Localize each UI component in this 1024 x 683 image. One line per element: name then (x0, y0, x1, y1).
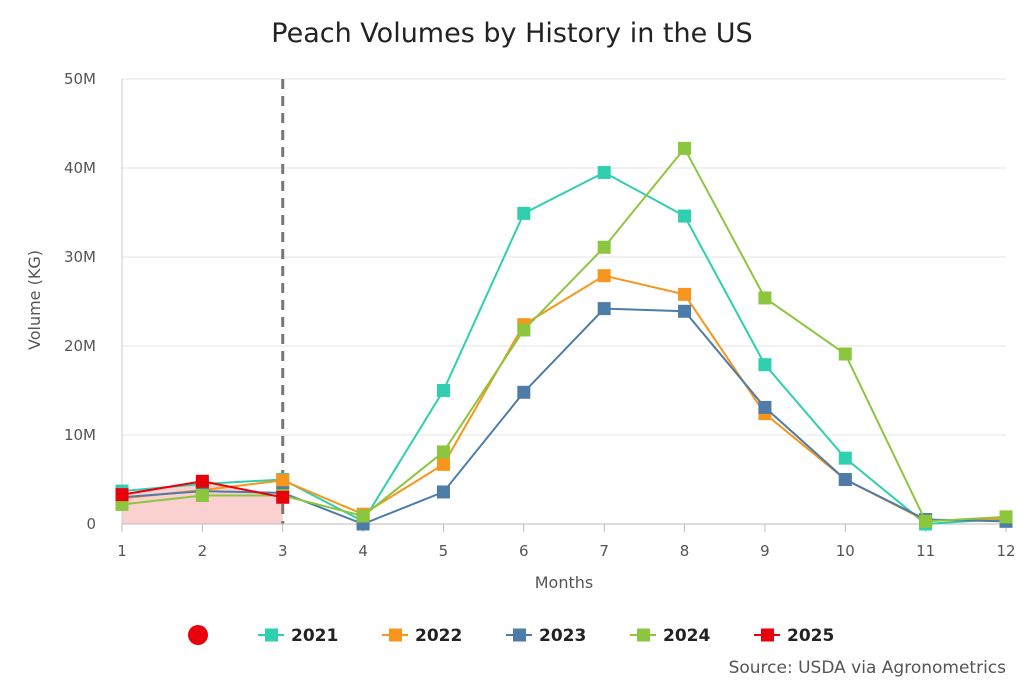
data-point-2024 (115, 497, 129, 511)
series-2024 (115, 141, 1013, 528)
data-point-2024 (919, 514, 933, 528)
series-line-2024 (121, 146, 1007, 523)
legend-marker-2023 (513, 628, 526, 642)
legend-label-2021: 2021 (291, 626, 338, 646)
x-tick-label: 5 (439, 542, 449, 560)
series-lines (115, 141, 1013, 531)
series-line-2022 (121, 274, 1007, 522)
y-axis-label: Volume (KG) (25, 250, 44, 350)
legend-item-2023[interactable]: 2023 (506, 626, 586, 646)
chart-title: Peach Volumes by History in the US (271, 18, 752, 49)
data-point-2021 (436, 384, 450, 397)
data-point-2024 (678, 141, 692, 155)
gridlines (122, 78, 1006, 436)
legend-marker-2024 (637, 628, 650, 642)
series-2022 (115, 269, 1013, 527)
data-point-2023 (838, 473, 852, 486)
data-point-2023 (597, 302, 611, 316)
data-point-2023 (436, 485, 450, 499)
data-point-2025 (276, 490, 290, 504)
legend-navigator-dot[interactable] (188, 625, 208, 645)
series-line-2023 (121, 307, 1007, 526)
legend-marker-2022 (389, 628, 402, 642)
data-point-2021 (758, 358, 772, 372)
data-point-2022 (597, 269, 611, 283)
legend-label-2022: 2022 (415, 626, 462, 646)
legend: 2021 2022 2023 2024 2025 (188, 625, 834, 646)
legend-item-2022[interactable]: 2022 (382, 626, 462, 646)
data-point-2023 (517, 385, 531, 399)
data-point-2024 (838, 347, 852, 361)
x-tick-label: 8 (680, 542, 690, 560)
legend-item-2025[interactable]: 2025 (754, 626, 834, 646)
legend-label-2025: 2025 (787, 626, 834, 646)
y-tick-label: 40M (64, 159, 96, 177)
data-point-2021 (517, 206, 531, 220)
legend-item-2021[interactable]: 2021 (258, 626, 338, 646)
data-point-2021 (678, 209, 692, 223)
data-point-2022 (678, 287, 692, 301)
data-point-2024 (758, 291, 772, 305)
data-point-2023 (758, 400, 772, 414)
x-tick-label: 7 (599, 542, 609, 560)
y-tick-label: 0 (86, 515, 96, 533)
x-tick-label: 12 (996, 542, 1015, 560)
data-point-2024 (356, 509, 370, 523)
series-2025 (115, 474, 290, 504)
x-tick-label: 6 (519, 542, 529, 560)
x-tick-label: 11 (916, 542, 935, 560)
y-tick-label: 10M (64, 426, 96, 444)
y-tick-label: 30M (64, 248, 96, 266)
source-note: Source: USDA via Agronometrics (729, 658, 1007, 678)
x-tick-label: 1 (117, 542, 127, 560)
data-point-2021 (597, 165, 611, 179)
series-2021 (115, 165, 1013, 531)
data-point-2021 (838, 451, 852, 465)
x-tick-label: 3 (278, 542, 288, 560)
data-point-2022 (276, 473, 290, 487)
x-tick-label: 10 (836, 542, 855, 560)
y-tick-label: 50M (64, 70, 96, 88)
x-tick-label: 2 (198, 542, 208, 560)
legend-marker-2021 (265, 628, 278, 642)
x-tick-label: 4 (358, 542, 368, 560)
x-axis-label: Months (535, 573, 593, 592)
series-line-2021 (121, 171, 1007, 526)
data-point-2023 (678, 304, 692, 318)
legend-label-2023: 2023 (539, 626, 586, 646)
data-point-2022 (436, 457, 450, 471)
data-point-2024 (999, 510, 1013, 524)
legend-label-2024: 2024 (663, 626, 710, 646)
legend-item-2024[interactable]: 2024 (630, 626, 710, 646)
y-tick-label: 20M (64, 337, 96, 355)
data-point-2024 (517, 323, 531, 337)
data-point-2024 (597, 240, 611, 254)
data-point-2025 (115, 488, 129, 502)
data-point-2024 (195, 489, 209, 503)
data-point-2025 (195, 474, 209, 488)
data-point-2024 (436, 445, 450, 459)
legend-marker-2025 (761, 628, 774, 642)
x-tick-label: 9 (760, 542, 770, 560)
